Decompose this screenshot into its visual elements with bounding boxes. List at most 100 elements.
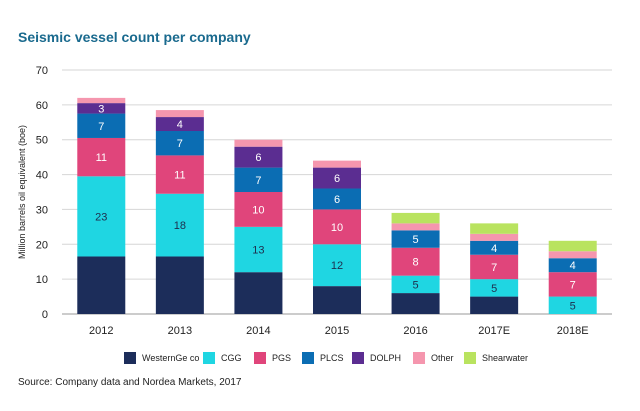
bar-segment: [155, 155, 204, 194]
bar-data-label: 5: [413, 234, 419, 246]
bar-segment: [391, 230, 440, 248]
bar-segment: [313, 209, 361, 245]
bar-segment: [77, 97, 126, 104]
bar-segment: [234, 139, 283, 147]
legend-item: WesternGe co: [124, 352, 199, 364]
bar-segment: [234, 192, 283, 227]
bar-data-label: 4: [491, 243, 497, 255]
y-tick-label: 40: [36, 170, 48, 182]
bar-segment: [234, 272, 283, 314]
bar-data-label: 5: [413, 279, 419, 291]
bar-segment: [77, 137, 126, 177]
legend-item: PLCS: [302, 352, 344, 364]
bar-segment: [470, 279, 519, 297]
bar-segment: [470, 223, 519, 234]
bar-segment: [391, 223, 440, 231]
y-tick-label: 60: [36, 100, 48, 112]
bar-segment: [77, 256, 126, 314]
x-tick-label: 2014: [246, 325, 270, 337]
legend-item: Shearwater: [464, 352, 528, 364]
bar-data-label: 7: [255, 175, 261, 187]
y-axis-label: Million barrels oil equivalent (boe): [17, 125, 27, 259]
bar-segment: [234, 146, 283, 168]
legend-swatch: [302, 352, 314, 364]
bar-data-label: 6: [334, 173, 340, 185]
y-tick-label: 0: [42, 309, 48, 321]
chart-legend: WesternGe co CGG PGS PLCS DOLPH Other Shearwat…: [0, 352, 640, 366]
y-tick-label: 70: [36, 65, 48, 77]
bar-segment: [234, 167, 283, 192]
bar-segment: [77, 113, 126, 138]
legend-swatch: [203, 352, 215, 364]
bar-data-label: 11: [174, 170, 185, 182]
bar-segment: [77, 176, 126, 257]
bar-segment: [313, 160, 361, 168]
legend-swatch: [464, 352, 476, 364]
bar-data-label: 13: [252, 245, 264, 257]
bar-data-label: 6: [255, 152, 261, 164]
legend-label: WesternGe co: [142, 353, 200, 363]
bar-data-label: 5: [570, 300, 576, 312]
bar-data-label: 7: [570, 279, 576, 291]
bar-segment: [470, 240, 519, 255]
bar-data-label: 4: [177, 119, 183, 131]
bar-segment: [548, 272, 597, 297]
legend-swatch: [124, 352, 136, 364]
x-tick-label: 2013: [168, 325, 192, 337]
legend-item: DOLPH: [352, 352, 401, 364]
bar-segment: [391, 293, 440, 314]
bar-data-label: 10: [252, 204, 264, 216]
bar-segment: [234, 226, 283, 273]
bar-segment: [470, 254, 519, 280]
legend-item: CGG: [203, 352, 242, 364]
source-note: Source: Company data and Nordea Markets,…: [18, 377, 242, 388]
legend-label: Shearwater: [482, 353, 529, 363]
legend-label: PGS: [272, 353, 292, 363]
bar-data-label: 5: [491, 283, 497, 295]
bar-segment: [548, 251, 597, 259]
legend-item: Other: [413, 352, 454, 364]
bar-segment: [391, 247, 440, 276]
legend-swatch: [352, 352, 364, 364]
bar-data-label: 11: [96, 152, 107, 164]
bar-segment: [313, 244, 361, 287]
bar-segment: [548, 240, 597, 252]
y-tick-label: 10: [36, 274, 48, 286]
bar-segment: [155, 131, 204, 156]
legend-swatch: [413, 352, 425, 364]
bar-segment: [155, 193, 204, 257]
bar-data-label: 23: [95, 211, 107, 223]
legend-swatch: [254, 352, 266, 364]
bar-segment: [155, 117, 204, 131]
x-tick-label: 2012: [89, 325, 113, 337]
bar-segment: [391, 275, 440, 294]
y-tick-label: 20: [36, 239, 48, 251]
bar-segment: [391, 212, 440, 224]
bar-data-label: 4: [570, 260, 576, 272]
bar-data-label: 7: [491, 262, 497, 274]
legend-item: PGS: [254, 352, 291, 364]
bar-data-label: 18: [174, 220, 186, 232]
bar-segment: [155, 256, 204, 314]
chart-title: Seismic vessel count per company: [18, 29, 251, 45]
bar-segment: [470, 296, 519, 314]
bar-segment: [470, 233, 519, 241]
bar-segment: [77, 103, 126, 114]
bar-segment: [313, 188, 361, 210]
x-tick-label: 2016: [403, 325, 427, 337]
x-tick-label: 2015: [325, 325, 349, 337]
bar-segment: [155, 110, 204, 118]
bar-data-label: 6: [334, 194, 340, 206]
legend-label: Other: [431, 353, 454, 363]
bar-data-label: 8: [413, 257, 419, 269]
legend-label: PLCS: [320, 353, 344, 363]
bar-segment: [548, 258, 597, 273]
x-tick-label: 2018E: [557, 325, 589, 337]
bar-data-label: 3: [98, 103, 104, 115]
legend-label: CGG: [221, 353, 242, 363]
bar-segment: [313, 286, 361, 314]
bar-data-label: 10: [331, 222, 343, 234]
y-tick-label: 30: [36, 204, 48, 216]
x-tick-label: 2017E: [478, 325, 510, 337]
bar-data-label: 7: [98, 121, 104, 133]
